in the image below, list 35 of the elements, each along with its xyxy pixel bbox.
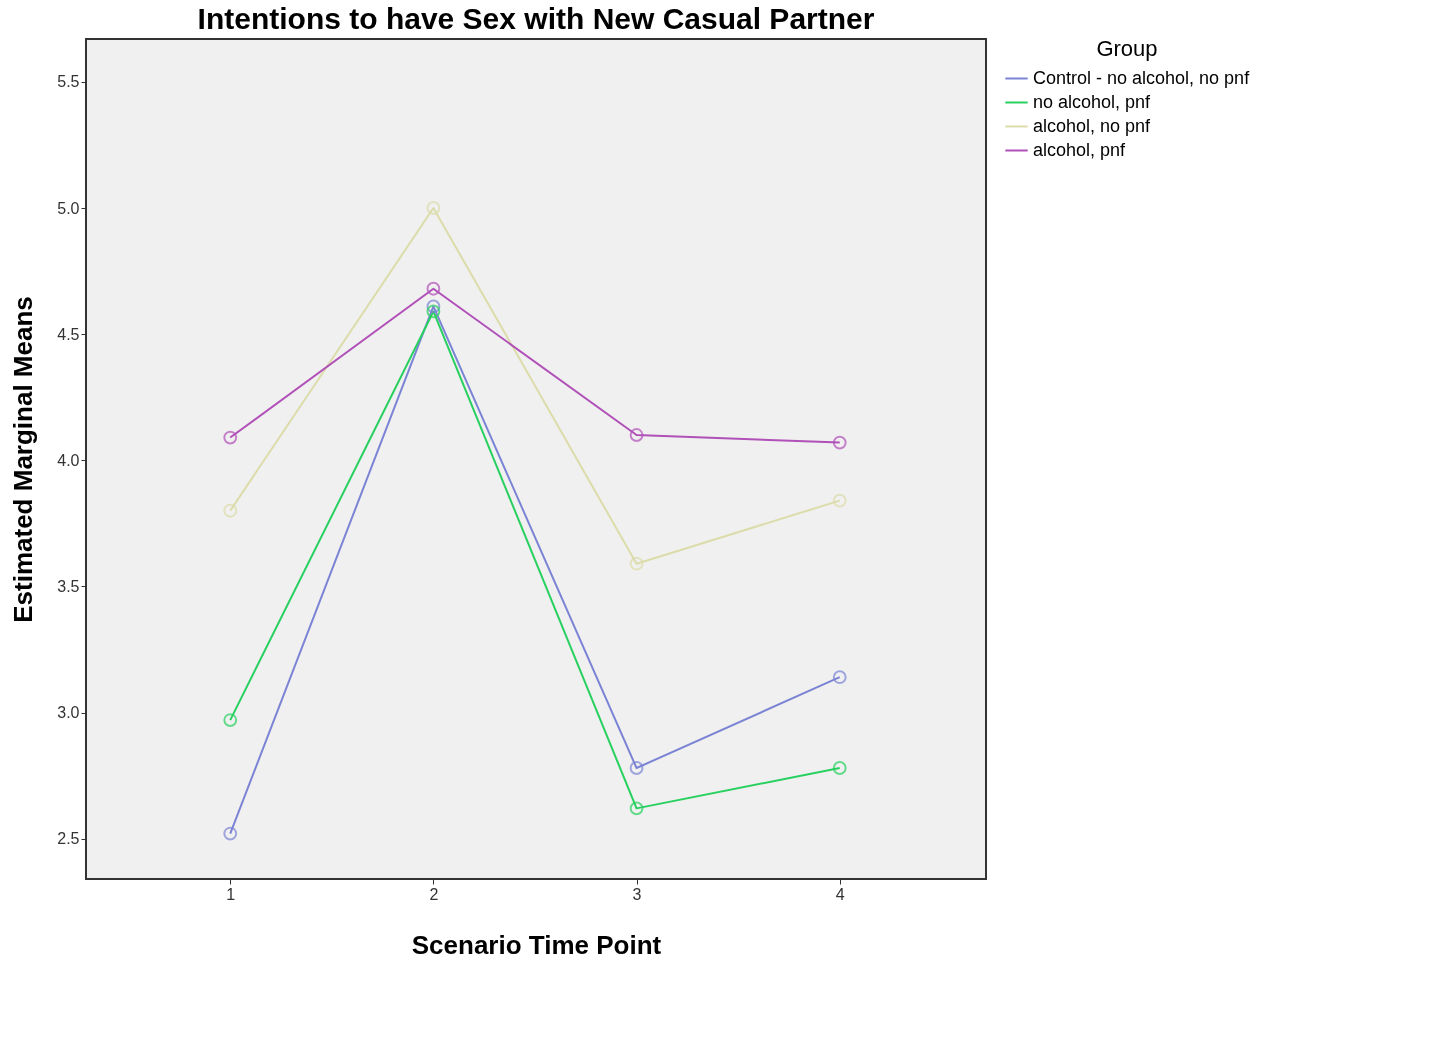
x-axis-title: Scenario Time Point <box>411 929 662 960</box>
point <box>629 801 644 816</box>
legend-label: alcohol, pnf <box>1033 139 1127 160</box>
point <box>223 430 238 445</box>
legend-label: alcohol, no pnf <box>1033 115 1152 136</box>
y-tick-label: 4.5 <box>57 325 80 343</box>
y-tick-label: 2.5 <box>57 830 80 848</box>
y-axis-title: Estimated Marginal Means <box>8 296 39 623</box>
chart-title: Intentions to have Sex with New Casual Partner <box>197 2 875 35</box>
legend-label: no alcohol, pnf <box>1033 91 1152 112</box>
y-tick-label: 3.0 <box>57 704 80 722</box>
y-tick-label: 4.0 <box>57 451 80 469</box>
point <box>223 503 238 518</box>
point <box>832 670 847 685</box>
y-tick-label: 5.0 <box>57 199 80 217</box>
point <box>629 428 644 442</box>
point <box>426 304 441 319</box>
point <box>832 435 847 450</box>
x-tick-label: 1 <box>226 885 236 903</box>
point <box>629 556 644 571</box>
point <box>426 299 441 314</box>
x-tick-label: 4 <box>835 885 845 903</box>
y-tick-label: 3.5 <box>57 577 80 595</box>
point <box>223 826 238 841</box>
legend-title: Group <box>1096 36 1158 61</box>
x-tick-label: 3 <box>632 885 642 903</box>
point <box>832 493 847 508</box>
point <box>629 761 644 775</box>
y-tick-label: 5.5 <box>57 73 80 91</box>
point <box>832 761 847 775</box>
legend-label: Control - no alcohol, no pnf <box>1033 67 1251 88</box>
point <box>223 713 238 727</box>
point <box>426 201 441 215</box>
x-tick-label: 2 <box>429 885 439 903</box>
point <box>426 281 441 296</box>
